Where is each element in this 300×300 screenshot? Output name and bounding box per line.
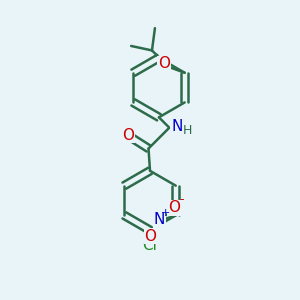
Text: N: N xyxy=(154,212,165,227)
Text: O: O xyxy=(145,229,157,244)
Text: O: O xyxy=(158,56,170,71)
Text: H: H xyxy=(183,124,192,137)
Text: N: N xyxy=(171,119,182,134)
Text: Cl: Cl xyxy=(142,238,158,253)
Text: +: + xyxy=(161,208,171,218)
Text: O: O xyxy=(168,200,180,215)
Text: O: O xyxy=(123,128,135,142)
Text: -: - xyxy=(179,194,184,206)
